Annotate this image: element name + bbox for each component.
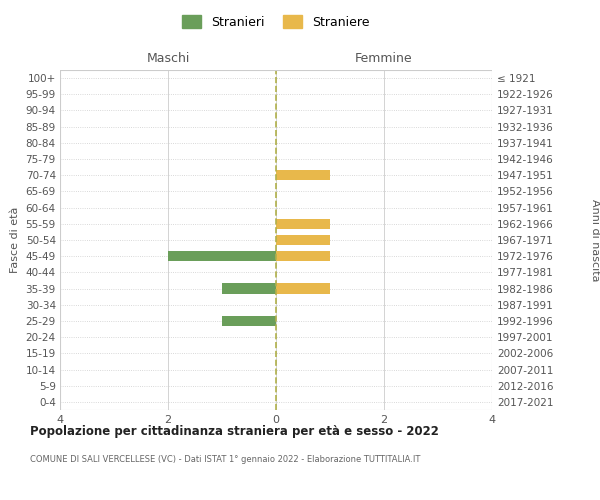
Bar xyxy=(222,316,276,326)
Bar xyxy=(276,218,330,229)
Text: Popolazione per cittadinanza straniera per età e sesso - 2022: Popolazione per cittadinanza straniera p… xyxy=(30,425,439,438)
Text: Maschi: Maschi xyxy=(146,52,190,65)
Text: Femmine: Femmine xyxy=(355,52,413,65)
Legend: Stranieri, Straniere: Stranieri, Straniere xyxy=(179,11,373,32)
Text: COMUNE DI SALI VERCELLESE (VC) - Dati ISTAT 1° gennaio 2022 - Elaborazione TUTTI: COMUNE DI SALI VERCELLESE (VC) - Dati IS… xyxy=(30,455,421,464)
Bar xyxy=(276,251,330,262)
Bar xyxy=(222,284,276,294)
Bar xyxy=(168,251,276,262)
Bar xyxy=(276,170,330,180)
Y-axis label: Fasce di età: Fasce di età xyxy=(10,207,20,273)
Y-axis label: Anni di nascita: Anni di nascita xyxy=(590,198,600,281)
Bar xyxy=(276,284,330,294)
Bar xyxy=(276,234,330,246)
